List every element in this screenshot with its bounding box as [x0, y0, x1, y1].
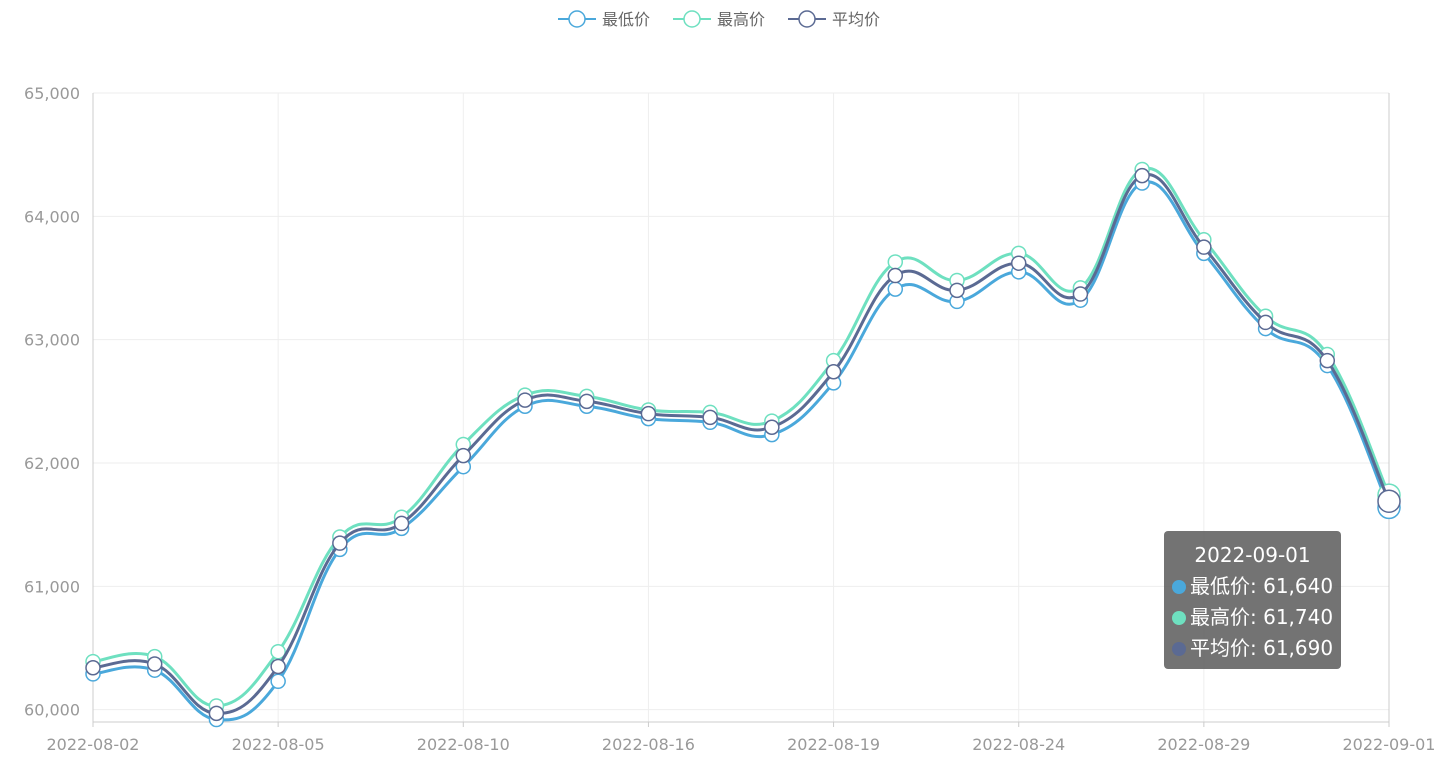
y-tick-label: 61,000	[24, 577, 80, 596]
data-point[interactable]	[455, 447, 472, 464]
y-tick-label: 62,000	[24, 454, 80, 473]
data-point[interactable]	[949, 282, 965, 299]
legend-marker-icon	[683, 10, 701, 28]
data-point[interactable]	[887, 254, 904, 270]
data-point[interactable]	[640, 405, 657, 422]
tooltip: 2022-09-01 最低价: 61,640 最高价: 61,740 平均价: …	[1164, 531, 1341, 669]
x-tick-label: 2022-08-16	[602, 735, 695, 754]
series	[85, 161, 1401, 728]
data-point[interactable]	[764, 419, 780, 435]
data-point[interactable]	[1196, 239, 1212, 255]
data-point[interactable]	[1377, 489, 1401, 513]
legend-marker-icon	[798, 10, 816, 28]
data-point[interactable]	[1072, 286, 1089, 302]
x-tick-label: 2022-08-19	[787, 735, 880, 754]
legend-item-2[interactable]: 平均价	[788, 10, 880, 29]
data-point[interactable]	[393, 515, 410, 532]
tooltip-row-high: 最高价: 61,740	[1172, 602, 1341, 633]
legend-label: 平均价	[832, 10, 880, 29]
data-point[interactable]	[146, 656, 163, 672]
x-tick-label: 2022-08-02	[47, 735, 140, 754]
tooltip-row-avg: 平均价: 61,690	[1172, 633, 1341, 664]
data-point[interactable]	[702, 409, 718, 426]
data-point[interactable]	[1257, 314, 1274, 331]
low-dot-icon	[1172, 580, 1186, 594]
tooltip-high-label: 最高价: 61,740	[1190, 605, 1334, 629]
y-tick-label: 63,000	[24, 331, 80, 350]
legend-item-1[interactable]: 最高价	[673, 10, 765, 29]
x-tick-label: 2022-08-10	[417, 735, 510, 754]
tooltip-low-label: 最低价: 61,640	[1190, 574, 1334, 598]
series-2	[85, 167, 1401, 722]
axes: 60,000 61,000 62,000 63,000 64,000 65,000 2022…	[24, 84, 1435, 754]
x-tick-label: 2022-09-01	[1343, 735, 1436, 754]
data-point[interactable]	[887, 281, 904, 297]
x-tick-label: 2022-08-24	[972, 735, 1065, 754]
data-point[interactable]	[825, 363, 842, 380]
data-point[interactable]	[270, 658, 286, 675]
tooltip-title: 2022-09-01	[1194, 543, 1311, 567]
data-point[interactable]	[1134, 167, 1150, 184]
data-point[interactable]	[1319, 352, 1336, 369]
data-point[interactable]	[270, 673, 286, 690]
data-point[interactable]	[578, 393, 595, 410]
data-point[interactable]	[208, 705, 225, 722]
high-dot-icon	[1172, 611, 1186, 625]
data-point[interactable]	[270, 643, 286, 660]
legend-label: 最低价	[602, 10, 650, 29]
data-point[interactable]	[517, 392, 533, 408]
legend[interactable]: 最低价 最高价 平均价	[558, 10, 880, 29]
data-point[interactable]	[1010, 255, 1027, 271]
data-point[interactable]	[332, 535, 348, 551]
y-tick-label: 60,000	[24, 701, 80, 720]
tooltip-avg-label: 平均价: 61,690	[1190, 636, 1334, 660]
x-tick-label: 2022-08-29	[1157, 735, 1250, 754]
legend-item-0[interactable]: 最低价	[558, 10, 650, 29]
avg-dot-icon	[1172, 642, 1186, 656]
tooltip-row-low: 最低价: 61,640	[1172, 571, 1341, 602]
legend-label: 最高价	[717, 10, 765, 29]
y-tick-label: 64,000	[24, 207, 80, 226]
data-point[interactable]	[887, 267, 904, 284]
legend-marker-icon	[568, 10, 586, 28]
x-tick-label: 2022-08-05	[232, 735, 325, 754]
data-point[interactable]	[85, 659, 101, 676]
y-tick-label: 65,000	[24, 84, 80, 103]
